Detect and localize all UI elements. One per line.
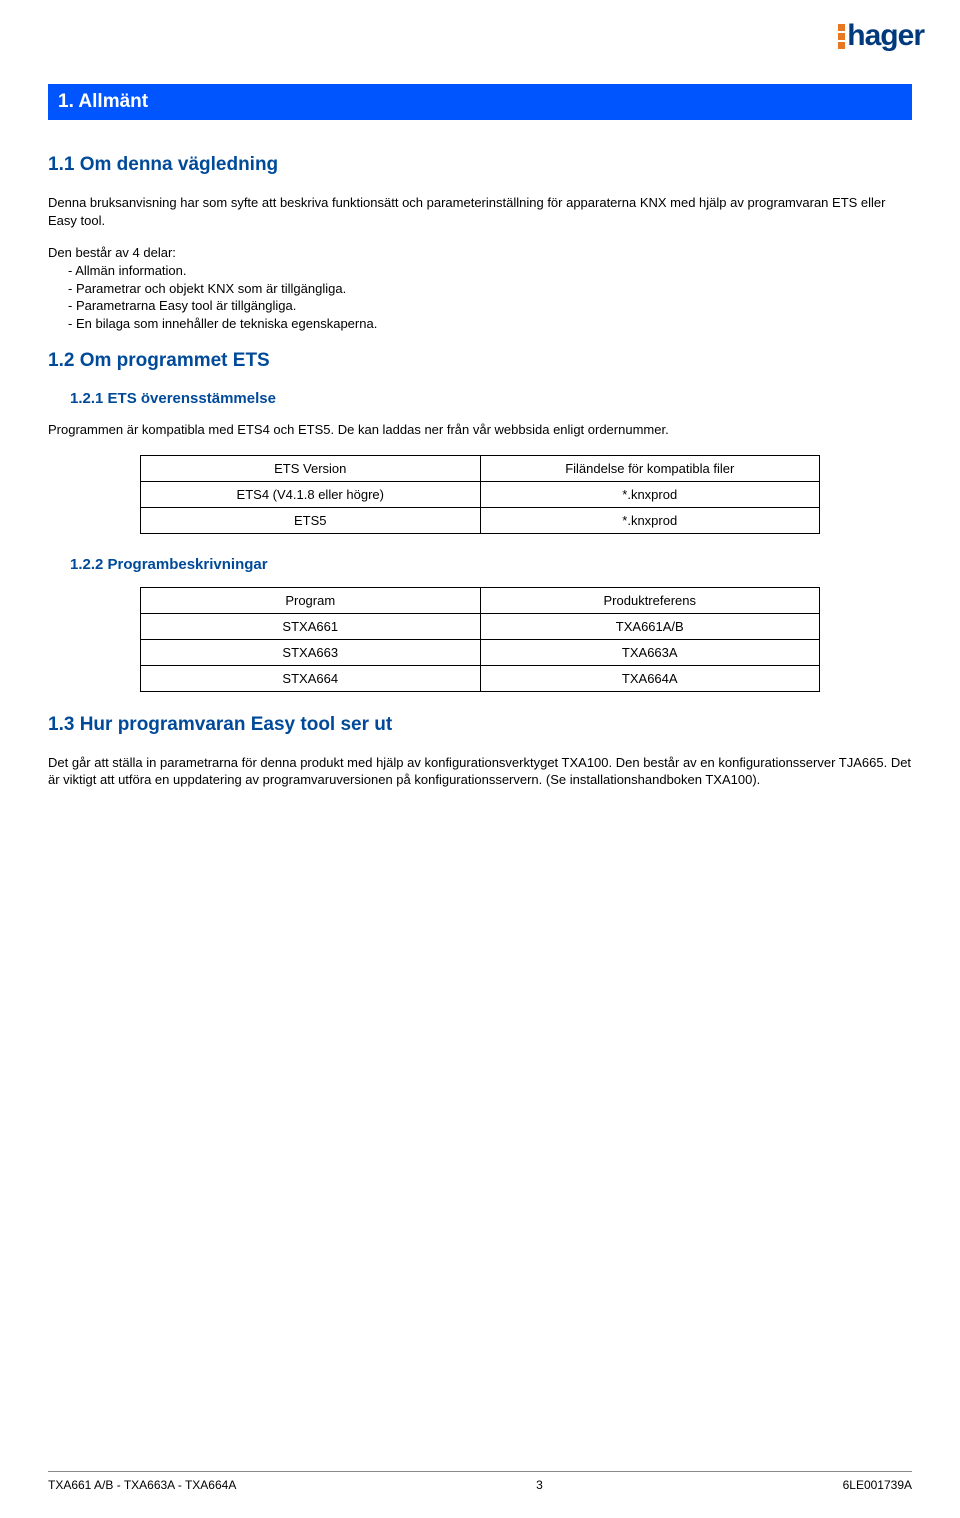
- list-item: Parametrar och objekt KNX som är tillgän…: [68, 280, 912, 298]
- program-table: Program Produktreferens STXA661 TXA661A/…: [140, 587, 820, 692]
- table-cell: STXA664: [141, 665, 481, 691]
- table-cell: STXA661: [141, 613, 481, 639]
- footer-left: TXA661 A/B - TXA663A - TXA664A: [48, 1478, 236, 1492]
- table-cell: ETS4 (V4.1.8 eller högre): [141, 481, 481, 507]
- section-1-3-heading: 1.3 Hur programvaran Easy tool ser ut: [48, 714, 912, 736]
- table-cell: *.knxprod: [480, 507, 820, 533]
- footer-page-number: 3: [536, 1478, 543, 1492]
- footer-right: 6LE001739A: [843, 1478, 912, 1492]
- section-1-2-2-heading: 1.2.2 Programbeskrivningar: [70, 556, 912, 573]
- section-1-1-paragraph: Denna bruksanvisning har som syfte att b…: [48, 194, 912, 229]
- table-cell: TXA664A: [480, 665, 820, 691]
- section-1-1-list-intro: Den består av 4 delar:: [48, 245, 912, 260]
- section-1-2-heading: 1.2 Om programmet ETS: [48, 350, 912, 372]
- ets-version-table: ETS Version Filändelse för kompatibla fi…: [140, 455, 820, 534]
- table-header: Produktreferens: [480, 587, 820, 613]
- table-cell: STXA663: [141, 639, 481, 665]
- section-1-1-list: Allmän information. Parametrar och objek…: [68, 262, 912, 332]
- page-content: 1. Allmänt 1.1 Om denna vägledning Denna…: [0, 0, 960, 789]
- table-header: Program: [141, 587, 481, 613]
- list-item: En bilaga som innehåller de tekniska ege…: [68, 315, 912, 333]
- list-item: Allmän information.: [68, 262, 912, 280]
- section-1-2-1-heading: 1.2.1 ETS överensstämmelse: [70, 390, 912, 407]
- section-1-1-heading: 1.1 Om denna vägledning: [48, 154, 912, 176]
- logo-dots-icon: [838, 22, 845, 51]
- table-cell: ETS5: [141, 507, 481, 533]
- brand-logo: hager: [838, 18, 924, 53]
- section-1-heading: 1. Allmänt: [48, 84, 912, 120]
- section-1-2-1-paragraph: Programmen är kompatibla med ETS4 och ET…: [48, 421, 912, 439]
- list-item: Parametrarna Easy tool är tillgängliga.: [68, 297, 912, 315]
- table-header: ETS Version: [141, 455, 481, 481]
- table-cell: *.knxprod: [480, 481, 820, 507]
- table-cell: TXA661A/B: [480, 613, 820, 639]
- page-footer: TXA661 A/B - TXA663A - TXA664A 3 6LE0017…: [48, 1471, 912, 1492]
- section-1-3-paragraph: Det går att ställa in parametrarna för d…: [48, 754, 912, 789]
- logo-text: hager: [847, 19, 924, 52]
- table-header: Filändelse för kompatibla filer: [480, 455, 820, 481]
- table-cell: TXA663A: [480, 639, 820, 665]
